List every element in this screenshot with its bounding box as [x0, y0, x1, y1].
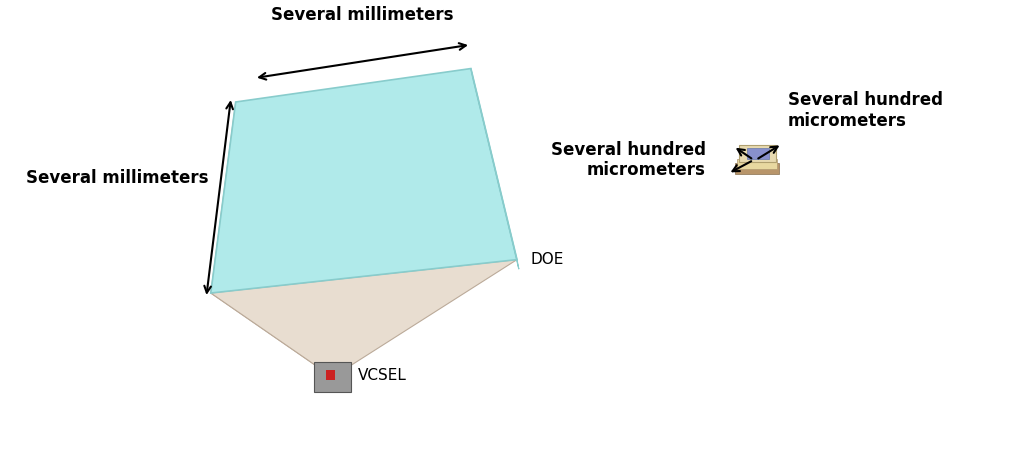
Polygon shape	[211, 69, 517, 293]
Text: Several hundred
micrometers: Several hundred micrometers	[788, 91, 942, 130]
Text: DOE: DOE	[531, 252, 565, 267]
Polygon shape	[211, 102, 332, 377]
Bar	[314, 362, 351, 392]
Text: Several millimeters: Several millimeters	[25, 170, 208, 188]
Polygon shape	[746, 147, 769, 159]
Polygon shape	[471, 69, 519, 269]
Polygon shape	[211, 260, 517, 377]
Text: Several millimeters: Several millimeters	[272, 6, 453, 23]
Text: VCSEL: VCSEL	[359, 368, 407, 383]
Polygon shape	[737, 159, 777, 169]
Bar	[326, 370, 335, 380]
Polygon shape	[739, 145, 776, 162]
Polygon shape	[734, 163, 779, 174]
Text: Several hundred
micrometers: Several hundred micrometers	[550, 141, 706, 179]
